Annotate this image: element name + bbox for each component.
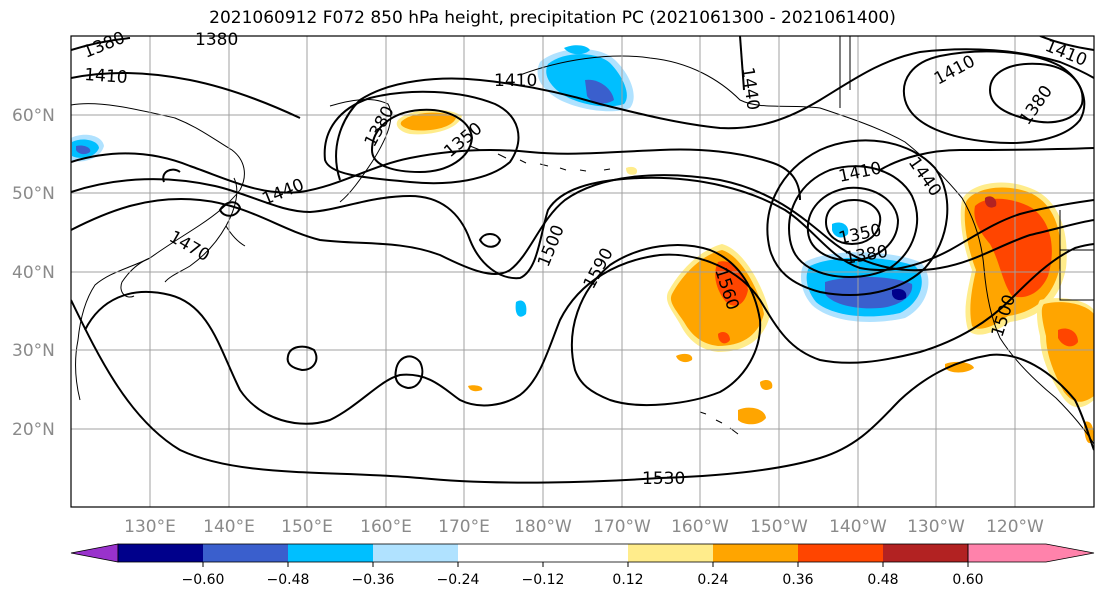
- colorbar-seg: [373, 544, 458, 562]
- colorbar-tick-label: 0.24: [697, 572, 728, 588]
- lon-label: 150°E: [281, 517, 333, 537]
- contour-1350-kam: [370, 108, 474, 174]
- lon-label: 120°W: [986, 517, 1044, 537]
- lat-label: 60°N: [12, 106, 55, 126]
- contour-1500: [71, 174, 1094, 275]
- colorbar-seg: [288, 544, 373, 562]
- contour-1410-low: [766, 139, 949, 296]
- colorbar-tick-label: −0.24: [437, 572, 480, 588]
- contour-1320-low: [824, 198, 882, 246]
- lon-label: 140°E: [203, 517, 255, 537]
- map-frame: [70, 35, 1095, 508]
- lon-label: 130°E: [124, 517, 176, 537]
- colorbar-tick-label: 0.60: [952, 572, 983, 588]
- contour-1350-low: [806, 186, 900, 262]
- contour-1380-west: [71, 37, 131, 51]
- lon-label: 140°W: [829, 517, 887, 537]
- colorbar-seg: [883, 544, 968, 562]
- colorbar-seg: [458, 544, 543, 562]
- lat-label: 40°N: [12, 263, 55, 283]
- coastlines: [71, 36, 1094, 445]
- lon-label: 160°E: [360, 517, 412, 537]
- contour-1380-kam: [323, 90, 520, 185]
- contour-1410-alaska: [335, 48, 1094, 181]
- lon-label: 150°W: [750, 517, 808, 537]
- colorbar-tick-label: −0.60: [182, 572, 225, 588]
- contour-1560: [84, 243, 1094, 425]
- colorbar-seg: [543, 544, 628, 562]
- lat-label: 50°N: [12, 184, 55, 204]
- colorbar-tick-label: 0.36: [782, 572, 813, 588]
- contour-1380-ne: [988, 62, 1084, 124]
- lon-label: 170°W: [593, 517, 651, 537]
- contour-label: 1380: [195, 30, 238, 50]
- contour-1440: [71, 147, 1094, 201]
- contour-label: 1530: [642, 469, 685, 489]
- colorbar-seg: [713, 544, 798, 562]
- precip-shading: [71, 45, 1094, 444]
- colorbar-tick-label: −0.12: [522, 572, 565, 588]
- lon-label: 170°E: [438, 517, 490, 537]
- colorbar: −0.60 −0.48 −0.36 −0.24 −0.12 0.12 0.24 …: [70, 543, 1095, 588]
- lon-label: 160°W: [671, 517, 729, 537]
- colorbar-tick-labels: −0.60 −0.48 −0.36 −0.24 −0.12 0.12 0.24 …: [182, 572, 984, 588]
- contour-1410-west: [71, 71, 301, 119]
- colorbar-ticks: [202, 562, 969, 567]
- map-title: 2021060912 F072 850 hPa height, precipit…: [209, 8, 896, 28]
- colorbar-tick-label: −0.48: [267, 572, 310, 588]
- colorbar-tick-label: −0.36: [352, 572, 395, 588]
- contour-1530: [71, 299, 1094, 484]
- lon-labels: 130°E 140°E 150°E 160°E 170°E 180°W 170°…: [124, 517, 1044, 537]
- lon-label: 130°W: [907, 517, 965, 537]
- colorbar-tick-label: 0.48: [867, 572, 898, 588]
- contour-label: 1410: [84, 65, 129, 88]
- colorbar-seg: [118, 544, 203, 562]
- contour-label: 1410: [494, 71, 537, 91]
- colorbar-seg: [628, 544, 713, 562]
- contour-1590: [571, 244, 762, 407]
- graticule: [71, 36, 1094, 507]
- asia-coast: [71, 103, 245, 401]
- lon-label: 180°W: [514, 517, 572, 537]
- height-contours: [71, 36, 1094, 484]
- lat-labels: 60°N 50°N 40°N 30°N 20°N: [12, 106, 55, 440]
- aleutians: [469, 145, 611, 172]
- colorbar-tick-label: 0.12: [612, 572, 643, 588]
- lat-label: 30°N: [12, 341, 55, 361]
- japan: [164, 177, 246, 283]
- lat-label: 20°N: [12, 420, 55, 440]
- contour-1380-low: [788, 165, 919, 278]
- colorbar-seg: [798, 544, 883, 562]
- colorbar-seg: [967, 543, 1095, 563]
- colorbar-seg: [70, 543, 119, 563]
- alaska-coast: [519, 55, 1094, 445]
- colorbar-seg: [203, 544, 288, 562]
